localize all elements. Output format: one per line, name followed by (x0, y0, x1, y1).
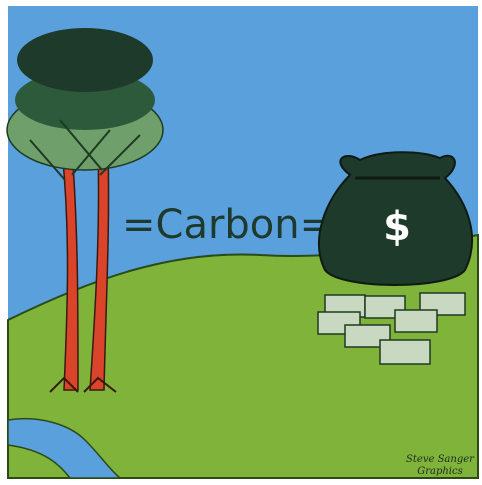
signature-line: Graphics (417, 466, 463, 477)
trees (6, 28, 164, 393)
bag-symbol: $ (383, 204, 411, 250)
river (7, 417, 123, 479)
signature-line: Steve Sanger (406, 454, 475, 465)
money-bag (318, 151, 473, 286)
caption: =Carbon= (122, 202, 333, 248)
money-stacks (317, 292, 466, 365)
